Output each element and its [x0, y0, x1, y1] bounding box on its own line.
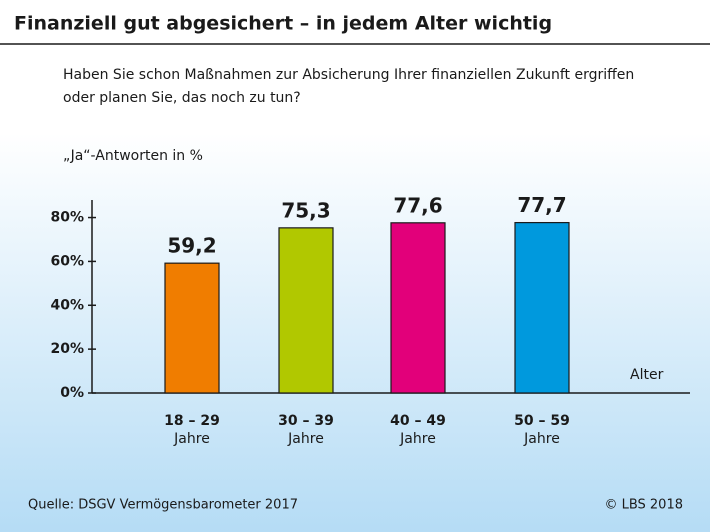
source: Quelle: DSGV Vermögensbarometer 2017 — [28, 498, 298, 513]
y-tick-label: 20% — [50, 341, 84, 357]
y-tick-label: 60% — [50, 253, 84, 269]
x-tick-label: Jahre — [287, 431, 324, 447]
x-tick-label: 18 – 29 — [164, 413, 220, 429]
x-tick-label: Jahre — [523, 431, 560, 447]
y-tick-label: 40% — [50, 297, 84, 313]
value-label: 75,3 — [281, 198, 330, 222]
bar — [390, 222, 446, 394]
copyright: © LBS 2018 — [604, 498, 683, 513]
y-axis-label: „Ja“-Antworten in % — [63, 148, 203, 164]
value-label: 77,7 — [517, 193, 566, 217]
x-tick-label: Jahre — [399, 431, 436, 447]
x-tick-label: 40 – 49 — [390, 413, 446, 429]
y-tick-label: 0% — [60, 385, 84, 401]
value-label: 59,2 — [167, 234, 216, 258]
value-label: 77,6 — [393, 193, 442, 217]
subtitle: oder planen Sie, das noch zu tun? — [63, 90, 301, 106]
bar — [164, 262, 220, 394]
x-axis-label: Alter — [630, 367, 664, 383]
y-tick-label: 80% — [50, 210, 84, 226]
chart-title: Finanziell gut abgesichert – in jedem Al… — [14, 13, 552, 35]
x-tick-label: 50 – 59 — [514, 413, 570, 429]
bar — [278, 227, 334, 394]
x-tick-label: Jahre — [173, 431, 210, 447]
x-tick-label: 30 – 39 — [278, 413, 334, 429]
subtitle: Haben Sie schon Maßnahmen zur Absicherun… — [63, 67, 634, 83]
bar — [514, 221, 570, 394]
